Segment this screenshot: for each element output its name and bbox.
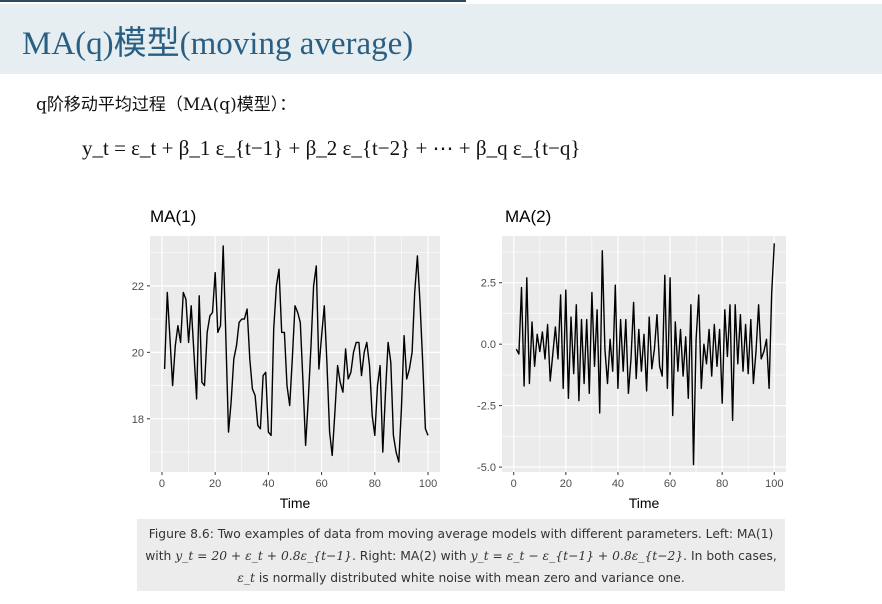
- series-line: [163, 245, 429, 463]
- slide-header: MA(q)模型(moving average): [0, 4, 882, 74]
- caption-math-ma2: y_t = ε_t − ε_{t−1} + 0.8ε_{t−2}: [470, 549, 684, 563]
- x-tick-label: 20: [560, 478, 572, 490]
- x-tick-label: 80: [369, 478, 381, 490]
- ma1-panel: 0 20 40 60 80 100 18 20 22 MA(1) Time: [132, 207, 440, 511]
- x-tick-label: 20: [209, 478, 221, 490]
- x-tick-label: 100: [419, 478, 437, 490]
- y-tick-label: 22: [132, 281, 144, 293]
- y-tick-label: -2.5: [477, 401, 496, 413]
- x-tick-label: 0: [159, 478, 165, 490]
- caption-text-2: . Right: MA(2) with: [351, 549, 471, 563]
- x-axis-title: Time: [629, 495, 660, 511]
- y-tick-label: 0.0: [481, 339, 496, 351]
- caption-text-3: . In both cases,: [683, 549, 777, 563]
- caption-math-epsilon: ε_t: [237, 571, 255, 585]
- ma2-panel: 0 20 40 60 80 100 -5.0 -2.5 0.0 2.5 MA(2) Time: [477, 207, 786, 511]
- y-tick-label: 20: [132, 347, 144, 359]
- ma-q-formula: y_t = ε_t + β_1 ε_{t−1} + β_2 ε_{t−2} + …: [82, 136, 581, 160]
- x-tick-label: 100: [765, 478, 783, 490]
- intro-text: q阶移动平均过程（MA(q)模型）：: [36, 95, 297, 115]
- figure-caption: Figure 8.6: Two examples of data from mo…: [137, 519, 785, 591]
- chart-title: MA(2): [505, 207, 551, 226]
- chart-title: MA(1): [150, 207, 196, 226]
- caption-math-ma1: y_t = 20 + ε_t + 0.8ε_{t−1}: [175, 549, 352, 563]
- x-tick-label: 40: [612, 478, 624, 490]
- caption-text-4: is normally distributed white noise with…: [254, 571, 685, 585]
- x-tick-label: 40: [262, 478, 274, 490]
- x-tick-label: 0: [511, 478, 517, 490]
- top-rule: [0, 0, 882, 4]
- caption-text-1: Figure 8.6: Two examples of data from mo…: [145, 527, 774, 563]
- x-tick-label: 80: [716, 478, 728, 490]
- x-axis-title: Time: [280, 495, 311, 511]
- x-tick-label: 60: [315, 478, 327, 490]
- slide-title: MA(q)模型(moving average): [22, 26, 414, 62]
- y-tick-label: 2.5: [481, 278, 496, 290]
- y-tick-label: -5.0: [477, 462, 496, 474]
- x-tick-label: 60: [664, 478, 676, 490]
- series-line: [515, 243, 775, 466]
- y-tick-label: 18: [132, 414, 144, 426]
